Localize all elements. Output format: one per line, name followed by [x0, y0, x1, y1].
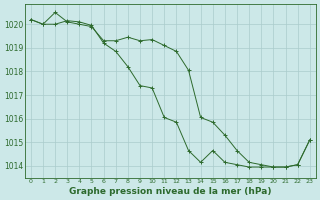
X-axis label: Graphe pression niveau de la mer (hPa): Graphe pression niveau de la mer (hPa) — [69, 187, 272, 196]
